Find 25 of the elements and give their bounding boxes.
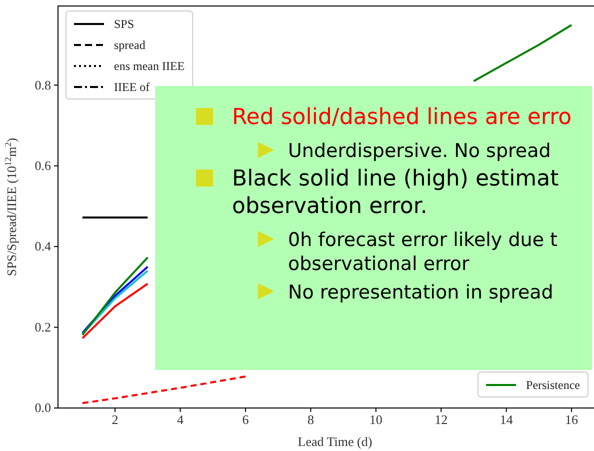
annotation: No representation in spread xyxy=(288,281,554,304)
legend-label: SPS xyxy=(114,17,134,31)
annotation: Underdispersive. No spread xyxy=(288,140,551,162)
x-tick-label: 2 xyxy=(112,412,118,428)
x-tick-label: 12 xyxy=(434,412,448,428)
annotation: 0h forecast error likely due t observational error xyxy=(288,229,558,275)
x-tick-label: 4 xyxy=(177,412,184,428)
legend-label: ens mean IIEE xyxy=(114,59,185,73)
x-tick-label: 6 xyxy=(242,412,250,428)
annotation: Red solid/dashed lines are erro xyxy=(232,105,572,130)
y-tick-label: 0.4 xyxy=(34,238,52,254)
y-tick-label: 0.0 xyxy=(34,400,51,416)
y-tick-label: 0.8 xyxy=(34,77,51,92)
x-axis-title: Lead Time (d) xyxy=(298,434,372,449)
line-series xyxy=(81,376,246,404)
legend-label: Persistence xyxy=(526,378,580,392)
annotation: Black solid line (high) estimat observation error. xyxy=(232,166,560,219)
x-tick-label: 8 xyxy=(307,412,314,428)
x-tick-label: 14 xyxy=(500,412,514,428)
legend-label: spread xyxy=(114,38,146,52)
x-tick-label: 16 xyxy=(565,412,579,428)
x-tick-label: 10 xyxy=(369,412,382,428)
y-tick-label: 0.2 xyxy=(34,319,51,334)
y-tick-label: 0.6 xyxy=(34,158,52,173)
legend-label: IIEE of xyxy=(114,80,150,94)
